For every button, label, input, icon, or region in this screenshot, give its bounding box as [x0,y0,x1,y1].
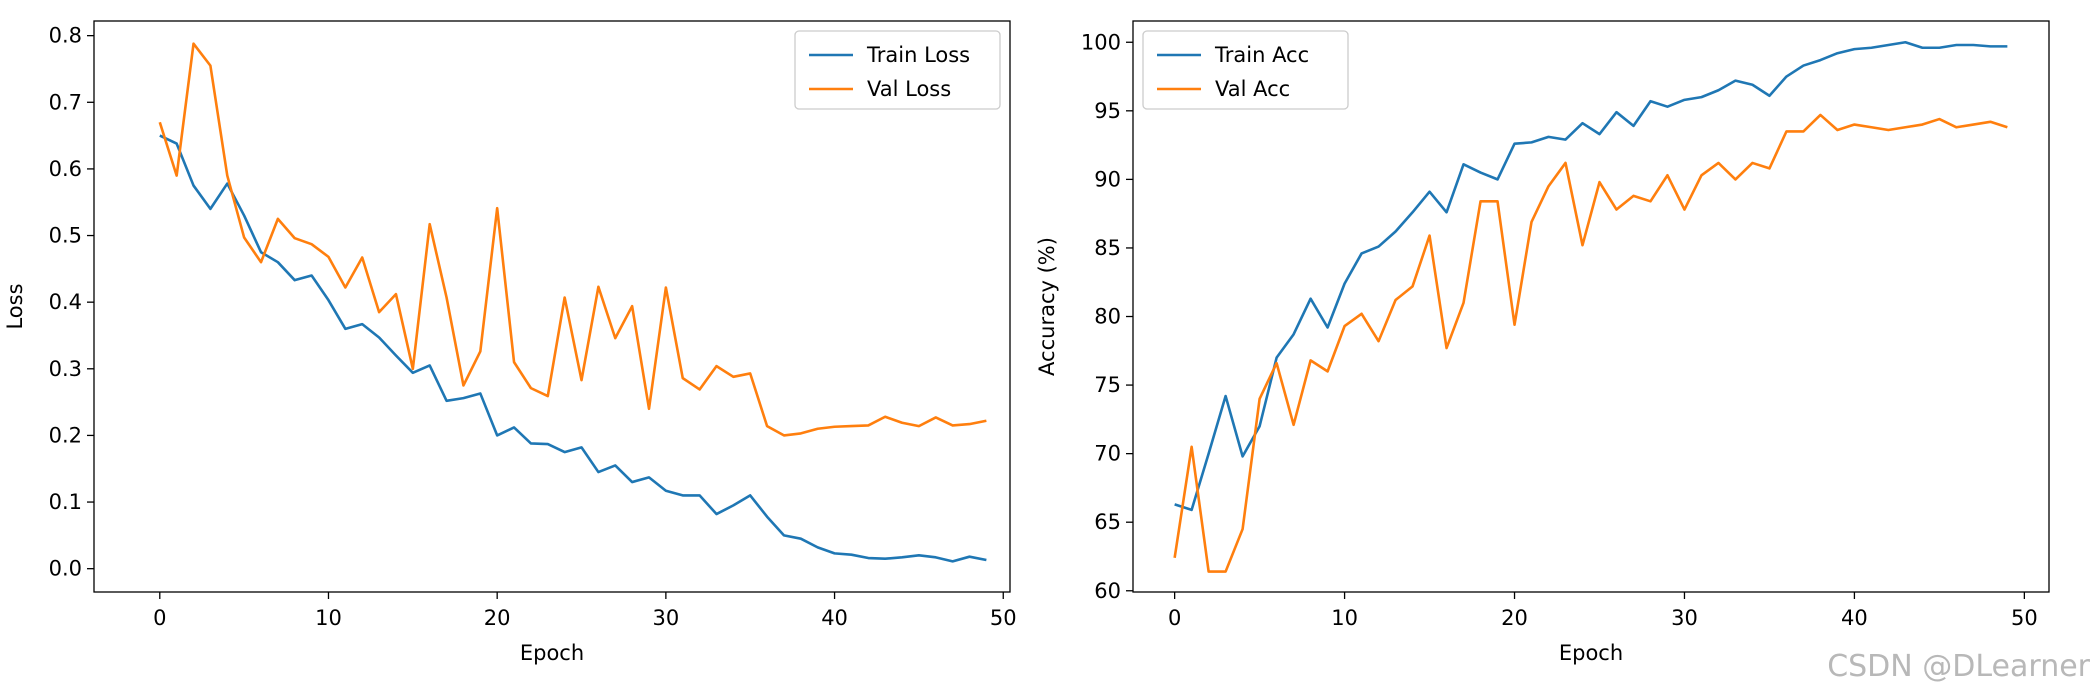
series-line-val-loss [158,42,987,437]
x-tick-label: 30 [653,606,680,630]
y-axis-label: Accuracy (%) [1035,237,1059,376]
series-line-train-acc [1174,40,2008,512]
x-tick-label: 50 [2011,606,2038,630]
legend-label: Train Loss [866,43,970,67]
x-tick-label: 0 [153,606,166,630]
loss-chart-panel: 0 10 20 30 40 50 0.0 0.1 0.2 0.3 0.4 0.5 0.6 0.7 0.8 Ep… [3,20,1017,665]
y-tick-label: 0.0 [49,557,82,581]
x-tick-label: 40 [821,606,848,630]
y-tick-label: 85 [1094,236,1121,260]
x-tick-label: 10 [1331,606,1358,630]
x-tick-label: 20 [484,606,511,630]
legend: Train Acc Val Acc [1142,30,1349,110]
x-tick-label: 0 [1168,606,1181,630]
y-tick-label: 90 [1094,167,1121,191]
legend-label: Train Acc [1214,43,1309,67]
legend-label: Val Acc [1215,77,1290,101]
y-tick-label: 0.3 [49,357,82,381]
plot-frame [93,20,1011,593]
x-tick-label: 50 [990,606,1017,630]
y-tick-label: 0.5 [49,224,82,248]
plot-frame [1132,20,2050,593]
y-tick-label: 0.8 [49,24,82,48]
series-line-val-acc [1173,113,2008,573]
accuracy-chart-panel: 0 10 20 30 40 50 60 65 70 75 80 85 90 95 100 Epoch Accur… [1035,20,2050,665]
y-tick-label: 65 [1094,510,1121,534]
y-tick-label: 0.4 [49,290,82,314]
series-line-train-loss [159,134,987,563]
y-tick-label: 0.1 [49,490,82,514]
y-tick-label: 60 [1094,579,1121,603]
x-axis-label: Epoch [1559,641,1623,665]
y-tick-label: 0.2 [49,423,82,447]
y-tick-label: 0.7 [49,90,82,114]
y-tick-label: 70 [1094,442,1121,466]
y-tick-label: 0.6 [49,157,82,181]
x-tick-label: 10 [315,606,342,630]
x-tick-label: 40 [1841,606,1868,630]
y-axis-label: Loss [3,283,27,329]
y-tick-label: 75 [1094,373,1121,397]
y-tick-label: 100 [1081,30,1121,54]
y-tick-label: 95 [1094,99,1121,123]
legend: Train Loss Val Loss [794,30,1001,110]
x-axis-label: Epoch [520,641,584,665]
watermark-text: CSDN @DLearner [1827,649,2090,684]
legend-label: Val Loss [867,77,951,101]
x-tick-label: 30 [1671,606,1698,630]
y-tick-label: 80 [1094,305,1121,329]
x-tick-label: 20 [1501,606,1528,630]
